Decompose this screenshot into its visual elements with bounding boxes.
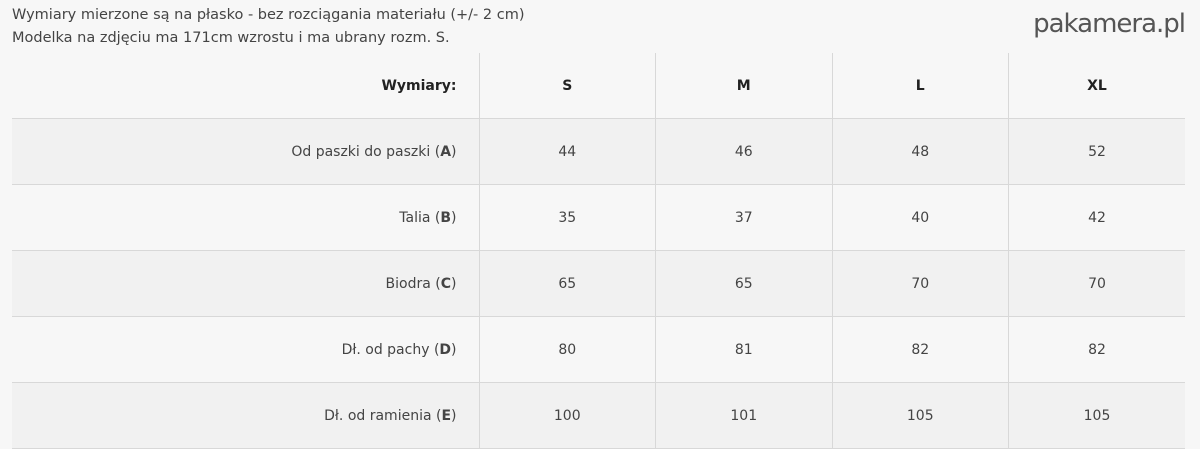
table-cell: 44 xyxy=(478,118,656,185)
size-notes: Wymiary mierzone są na płasko - bez rozc… xyxy=(12,4,524,50)
table-header-row: Wymiary: S M L XL xyxy=(12,53,1185,119)
row-label: Talia (B) xyxy=(12,184,479,251)
table-row: Biodra (C) 65 65 70 70 xyxy=(12,250,1185,317)
row-code: C xyxy=(440,275,452,292)
table-row: Dł. od pachy (D) 80 81 82 82 xyxy=(12,316,1185,383)
row-code: A xyxy=(440,143,452,160)
row-label-text: Dł. od ramienia ( xyxy=(324,407,442,424)
row-code: B xyxy=(440,209,452,226)
row-code: D xyxy=(439,341,452,358)
table-row: Talia (B) 35 37 40 42 xyxy=(12,184,1185,251)
table-cell: 105 xyxy=(1008,382,1185,449)
note-measurement: Wymiary mierzone są na płasko - bez rozc… xyxy=(12,7,525,23)
row-code: E xyxy=(441,407,452,424)
header-dimensions: Wymiary: xyxy=(12,53,479,119)
size-table-body: Od paszki do paszki (A) 44 46 48 52 Talia (B)… xyxy=(12,118,1185,449)
row-label: Biodra (C) xyxy=(12,250,479,317)
table-cell: 48 xyxy=(831,118,1009,185)
table-cell: 35 xyxy=(478,184,656,251)
table-cell: 65 xyxy=(478,250,656,317)
note-model: Modelka na zdjęciu ma 171cm wzrostu i ma… xyxy=(12,30,450,46)
row-label: Dł. od ramienia (E) xyxy=(12,382,479,449)
row-label-text: Talia ( xyxy=(399,209,441,226)
table-cell: 82 xyxy=(1008,316,1185,383)
row-label-text: Dł. od pachy ( xyxy=(341,341,440,358)
table-cell: 37 xyxy=(655,184,832,251)
pakamera-watermark-logo: pakamera.pl xyxy=(1033,9,1186,39)
row-label: Od paszki do paszki (A) xyxy=(12,118,479,185)
row-label-text: Od paszki do paszki ( xyxy=(291,143,441,160)
header-size-l: L xyxy=(831,53,1009,119)
header-size-s: S xyxy=(478,53,656,119)
table-cell: 65 xyxy=(655,250,832,317)
row-label: Dł. od pachy (D) xyxy=(12,316,479,383)
table-cell: 46 xyxy=(655,118,832,185)
table-cell: 81 xyxy=(655,316,832,383)
table-cell: 82 xyxy=(831,316,1009,383)
table-cell: 52 xyxy=(1008,118,1185,185)
table-cell: 80 xyxy=(478,316,656,383)
table-cell: 40 xyxy=(831,184,1009,251)
row-label-text: Biodra ( xyxy=(385,275,441,292)
table-cell: 105 xyxy=(831,382,1009,449)
header-size-xl: XL xyxy=(1008,53,1185,119)
table-cell: 70 xyxy=(1008,250,1185,317)
table-row: Od paszki do paszki (A) 44 46 48 52 xyxy=(12,118,1185,185)
table-cell: 42 xyxy=(1008,184,1185,251)
size-table: Wymiary: S M L XL Od paszki do paszki (A… xyxy=(12,53,1185,449)
header-size-m: M xyxy=(655,53,832,119)
table-cell: 100 xyxy=(478,382,656,449)
table-cell: 70 xyxy=(831,250,1009,317)
table-row: Dł. od ramienia (E) 100 101 105 105 xyxy=(12,382,1185,449)
table-cell: 101 xyxy=(655,382,832,449)
